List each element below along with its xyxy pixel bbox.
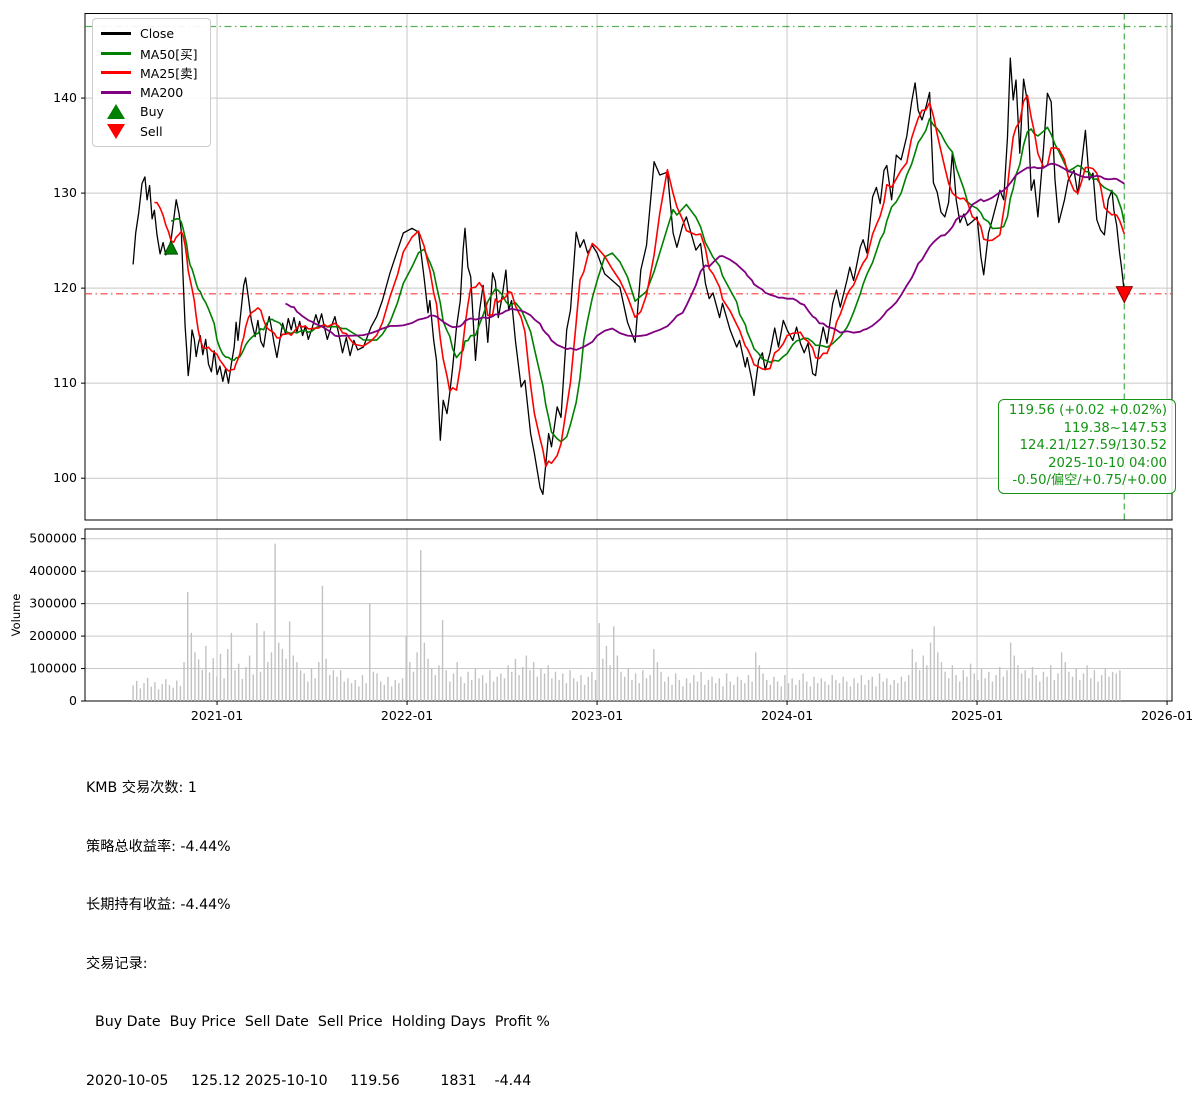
volume-panel-ytick-label: 400000	[29, 563, 77, 578]
xtick-label: 2023-01	[571, 708, 623, 723]
close-line-swatch	[101, 26, 131, 42]
volume-panel-ytick-label: 0	[69, 693, 77, 708]
ma25-line-swatch	[101, 65, 131, 81]
stock-chart-canvas: 100 110 120 130 140 0 100000 200000 300000 400000…	[9, 13, 1193, 723]
xtick-label: 2024-01	[761, 708, 813, 723]
legend-label-buy: Buy	[140, 104, 164, 120]
price-info-box: 119.56 (+0.02 +0.02%) 119.38~147.53 124.…	[997, 399, 1176, 494]
summary-trades-title: 交易记录:	[86, 955, 148, 972]
legend-item-buy: Buy	[101, 102, 198, 122]
price-panel-ytick-label: 120	[53, 280, 77, 295]
volume-panel-ytick-label: 500000	[29, 531, 77, 546]
info-price-range: 119.38~147.53	[1063, 420, 1167, 436]
info-datetime: 2025-10-10 04:00	[1048, 455, 1167, 471]
ma200-line	[285, 162, 1125, 351]
summary-strategy-return: 策略总收益率: -4.44%	[86, 838, 231, 855]
sell-marker-icon	[1115, 286, 1134, 304]
xtick-label: 2022-01	[381, 708, 433, 723]
legend-item-ma200: MA200	[101, 83, 198, 103]
legend-label-ma50: MA50[买]	[140, 46, 198, 62]
volume-panel-ytick-label: 100000	[29, 661, 77, 676]
xtick-label: 2021-01	[191, 708, 243, 723]
info-price-change: 119.56 (+0.02 +0.02%)	[1008, 403, 1167, 418]
price-panel-spines	[84, 13, 1173, 521]
trade-table-header: Buy Date Buy Price Sell Date Sell Price …	[86, 1014, 550, 1030]
legend-item-ma25: MA25[卖]	[101, 63, 198, 83]
sell-marker-icon	[101, 123, 131, 139]
price-panel-ytick-label: 140	[53, 90, 77, 105]
close-line	[132, 57, 1125, 495]
info-signal: -0.50/偏空/+0.75/+0.00	[1012, 473, 1167, 489]
legend-label-ma25: MA25[卖]	[140, 66, 198, 82]
legend-label-ma200: MA200	[140, 84, 184, 100]
volume-panel-ytick-label: 300000	[29, 596, 77, 611]
legend-item-ma50: MA50[买]	[101, 44, 198, 64]
trade-table-row: 2020-10-05 125.12 2025-10-10 119.56 1831…	[86, 1072, 532, 1089]
buy-marker-icon	[163, 239, 179, 255]
xtick-label: 2026-01	[1141, 708, 1193, 723]
volume-panel-ytick-label: 200000	[29, 628, 77, 643]
ma50-line-swatch	[101, 45, 131, 61]
legend: Close MA50[买] MA25[卖] MA200 Buy Sell	[92, 18, 211, 147]
volume-axis-label: Volume	[9, 594, 23, 637]
legend-item-close: Close	[101, 24, 198, 44]
price-panel-ytick-label: 100	[53, 470, 77, 485]
info-ma-values: 124.21/127.59/130.52	[1019, 438, 1167, 454]
summary-hold-return: 长期持有收益: -4.44%	[86, 897, 231, 913]
legend-item-sell: Sell	[101, 122, 198, 142]
ma50-line	[170, 117, 1126, 443]
legend-label-close: Close	[140, 26, 175, 42]
xtick-label: 2025-01	[951, 708, 1003, 723]
strategy-summary: KMB 交易次数: 1 策略总收益率: -4.44% 长期持有收益: -4.44…	[86, 740, 550, 1111]
summary-trade-count: KMB 交易次数: 1	[86, 780, 197, 796]
price-panel-ytick-label: 130	[53, 185, 77, 200]
buy-marker-icon	[101, 104, 131, 120]
ma200-line-swatch	[101, 84, 131, 100]
price-panel-ytick-label: 110	[53, 375, 77, 390]
ma25-line	[154, 94, 1126, 468]
legend-label-sell: Sell	[140, 123, 163, 139]
